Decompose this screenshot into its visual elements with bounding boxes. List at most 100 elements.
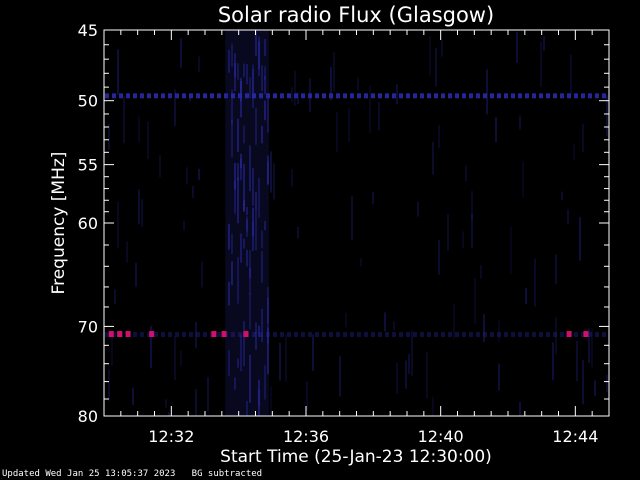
band-segment (413, 93, 417, 99)
band-segment (462, 93, 466, 99)
band-segment (364, 93, 368, 99)
noise-streak (246, 206, 248, 216)
noise-streak (240, 158, 242, 181)
y-tick-label: 50 (78, 92, 98, 111)
band-segment (574, 332, 578, 338)
band-segment (308, 332, 312, 338)
y-tick-label: 60 (78, 214, 98, 233)
band-segment (259, 93, 263, 99)
band-segment (189, 332, 193, 338)
band-segment (539, 332, 543, 338)
noise-streak (165, 399, 167, 408)
band-segment (490, 332, 494, 338)
noise-streak (111, 331, 113, 366)
noise-streak (174, 89, 176, 126)
chart-title: Solar radio Flux (Glasgow) (218, 3, 494, 27)
noise-streak (348, 108, 350, 142)
burst-point (221, 331, 227, 338)
band-segment (343, 332, 347, 338)
band-segment (434, 332, 438, 338)
burst-point (117, 331, 123, 338)
burst-point (583, 331, 589, 338)
noise-streak (195, 389, 197, 416)
noise-streak (237, 177, 239, 224)
noise-streak (174, 336, 176, 381)
band-segment (154, 93, 158, 99)
band-segment (203, 93, 207, 99)
noise-streak (228, 223, 230, 250)
band-segment (357, 332, 361, 338)
noise-streak (498, 320, 500, 343)
noise-streak (231, 43, 233, 68)
band-segment (287, 93, 291, 99)
noise-streak (117, 201, 119, 248)
noise-streak (285, 333, 287, 382)
noise-streak (267, 97, 269, 133)
noise-streak (582, 123, 584, 153)
noise-streak (135, 262, 137, 287)
band-segment (294, 93, 298, 99)
noise-streak (267, 161, 269, 186)
noise-streak (255, 191, 257, 209)
noise-streak (372, 191, 374, 205)
band-segment (427, 93, 431, 99)
band-segment (336, 332, 340, 338)
band-segment (455, 332, 459, 338)
burst-point (149, 331, 155, 338)
noise-streak (405, 360, 407, 389)
noise-streak (234, 185, 236, 214)
band-segment (518, 332, 522, 338)
noise-streak (249, 267, 251, 279)
x-ticks: 12:32 12:36 12:40 12:44 (103, 30, 610, 446)
noise-streak (510, 226, 512, 275)
noise-streak (261, 65, 263, 92)
footer: Updated Wed Jan 25 13:05:37 2023 BG subt… (2, 469, 262, 479)
noise-streak (474, 278, 476, 324)
band-segment (560, 332, 564, 338)
band-segment (392, 93, 396, 99)
band-segment (217, 332, 221, 338)
noise-streak (246, 216, 248, 237)
noise-streak (255, 30, 257, 57)
band-segment (273, 332, 277, 338)
band-segment (413, 332, 417, 338)
band-segment (476, 93, 480, 99)
band-segment (105, 332, 109, 338)
noise-streak (228, 49, 230, 73)
band-segment (301, 93, 305, 99)
noise-streak (237, 358, 239, 368)
noise-streak (432, 141, 434, 175)
noise-streak (267, 155, 269, 184)
noise-streak (498, 363, 500, 391)
band-segment (497, 332, 501, 338)
noise-streak (291, 169, 293, 188)
noise-streak (606, 374, 608, 393)
noise-streak (258, 379, 260, 416)
noise-streak (246, 64, 248, 85)
noise-streak (234, 62, 236, 78)
noise-streak (438, 239, 440, 275)
noise-streak (252, 207, 254, 237)
band-segment (343, 93, 347, 99)
band-segment (280, 332, 284, 338)
noise-streak (483, 314, 485, 342)
band-segment (336, 93, 340, 99)
band-segment (161, 332, 165, 338)
noise-streak (471, 213, 473, 249)
noise-streak (240, 335, 242, 372)
noise-streak (249, 145, 251, 192)
band-segment (147, 332, 151, 338)
band-segment (224, 93, 228, 99)
noise-streak (258, 41, 260, 70)
band-segment (252, 332, 256, 338)
x-tick-label: 12:32 (148, 427, 194, 446)
band-segment (140, 93, 144, 99)
noise-streak (588, 328, 590, 363)
band-segment (196, 93, 200, 99)
noise-streak (246, 400, 248, 416)
band-segment (112, 93, 116, 99)
noise-streak (351, 196, 353, 241)
noise-streak (264, 39, 266, 57)
band-segment (126, 93, 130, 99)
noise-streak (591, 328, 593, 368)
